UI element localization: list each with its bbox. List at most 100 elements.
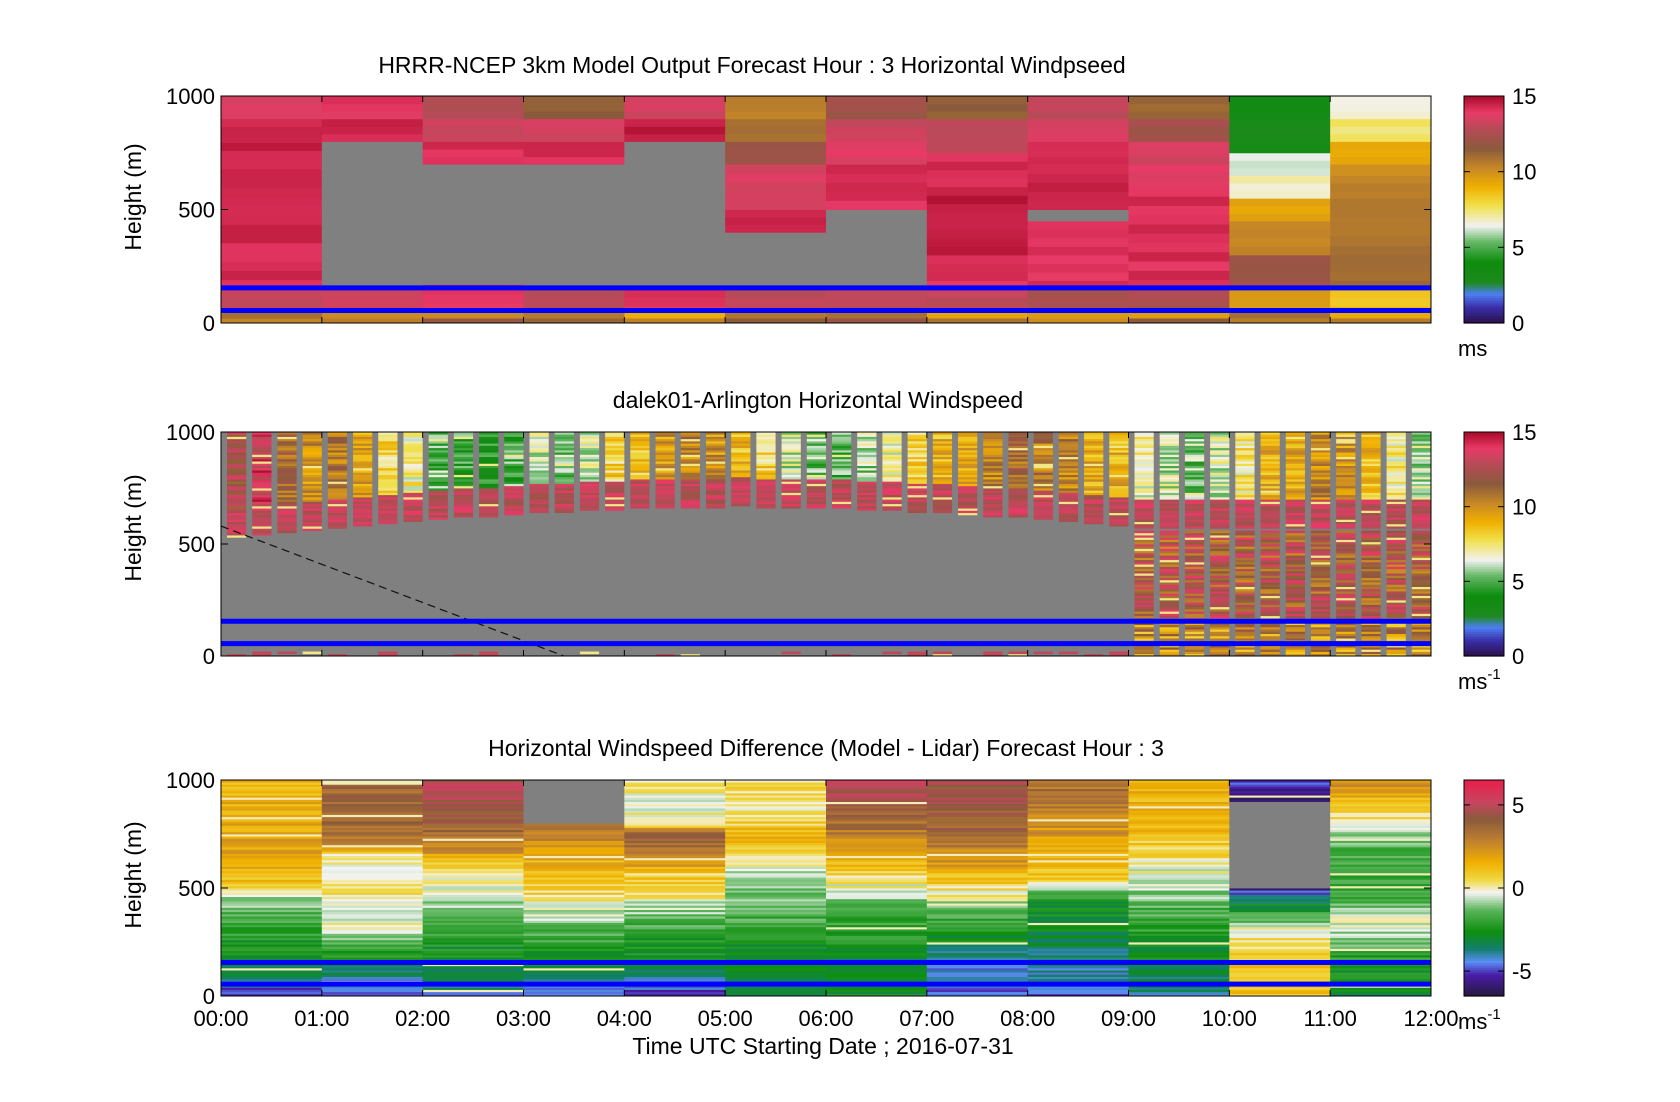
heatmap-cell [806,456,826,460]
heatmap-cell [806,479,826,482]
colorbar-swatch [1464,816,1504,819]
heatmap-cell [1134,561,1154,565]
heatmap-cell [731,483,751,487]
heatmap-cell [1128,790,1230,794]
heatmap-cell [1184,579,1205,583]
heatmap-cell [1229,918,1331,921]
heatmap-cell [705,490,726,493]
heatmap-cell [680,490,700,493]
heatmap-cell [624,103,726,112]
heatmap-cell [1027,974,1129,977]
colorbar-swatch [1464,239,1504,243]
heatmap-cell [227,440,247,444]
colorbar-swatch [1464,98,1504,102]
heatmap-cell [624,838,726,841]
heatmap-cell [1159,456,1179,460]
heatmap-cell [302,456,322,460]
heatmap-cell [1008,490,1028,493]
heatmap-cell [1159,552,1179,556]
heatmap-cell [1386,573,1406,576]
heatmap-cell [624,834,726,837]
heatmap-cell [1285,615,1305,619]
heatmap-cell [1134,530,1154,534]
heatmap-cell [1027,799,1129,802]
heatmap-cell [1229,831,1331,835]
heatmap-cell [882,465,902,469]
heatmap-cell [321,885,424,889]
heatmap-cell [756,461,776,464]
heatmap-cell [1109,458,1129,462]
heatmap-cell [378,510,398,514]
heatmap-cell [1210,564,1230,567]
heatmap-cell [1159,443,1179,446]
heatmap-cell [1235,490,1255,493]
heatmap-cell [882,479,902,482]
heatmap-cell [378,505,398,509]
heatmap-cell [1386,548,1406,552]
heatmap-cell [1235,488,1255,491]
heatmap-cell [624,913,726,917]
heatmap-cell [378,436,398,440]
heatmap-cell [1260,503,1280,507]
heatmap-cell [252,494,272,498]
heatmap-cell [731,485,751,489]
heatmap-cell [523,926,625,930]
heatmap-cell [826,972,928,975]
heatmap-cell [781,505,801,509]
heatmap-cell [926,838,1029,841]
heatmap-cell [523,312,625,319]
heatmap-cell [1361,544,1381,547]
heatmap-cell [1330,280,1432,290]
heatmap-cell [725,836,827,839]
heatmap-cell [327,483,348,487]
heatmap-cell [1210,606,1230,610]
heatmap-cell [1229,799,1331,802]
heatmap-cell [422,894,524,898]
heatmap-cell [725,840,827,844]
heatmap-cell [1386,537,1406,540]
heatmap-cell [624,96,726,105]
heatmap-cell [1361,461,1381,464]
heatmap-cell [655,432,675,435]
unit-exponent: -1 [1487,1006,1500,1023]
heatmap-cell [1134,615,1154,619]
heatmap-cell [806,432,826,435]
heatmap-cell [1128,987,1230,990]
heatmap-cell [554,651,574,655]
heatmap-cell [227,508,247,511]
heatmap-cell [1033,438,1053,442]
heatmap-cell [221,989,323,993]
heatmap-cell [1210,595,1230,599]
heatmap-cell [1330,987,1432,990]
heatmap-cell [1027,957,1129,960]
heatmap-cell [1235,557,1255,561]
heatmap-cell [1336,490,1356,493]
heatmap-cell [1159,555,1179,558]
colorbar-swatch [1464,840,1504,843]
heatmap-cell [1134,611,1154,614]
heatmap-cell [1134,483,1154,487]
heatmap-cell [1210,539,1230,543]
heatmap-cell [1128,312,1230,319]
heatmap-cell [1310,449,1331,453]
heatmap-cell [882,494,902,498]
heatmap-cell [453,508,474,511]
heatmap-cell [1330,952,1432,956]
heatmap-cell [479,488,499,491]
heatmap-cell [1411,467,1431,471]
heatmap-cell [725,920,827,923]
heatmap-cell [926,229,1029,239]
heatmap-cell [403,443,423,446]
heatmap-cell [1008,436,1028,440]
heatmap-cell [1330,183,1432,192]
heatmap-cell [624,978,726,982]
heatmap-cell [523,818,625,822]
heatmap-cell [1128,933,1230,936]
heatmap-cell [1330,271,1432,281]
heatmap-cell [1027,851,1129,854]
heatmap-cell [1260,499,1280,502]
heatmap-cell [932,447,953,451]
heatmap-cell [1128,782,1230,785]
heatmap-cell [1134,510,1154,514]
heatmap-cell [378,514,398,518]
